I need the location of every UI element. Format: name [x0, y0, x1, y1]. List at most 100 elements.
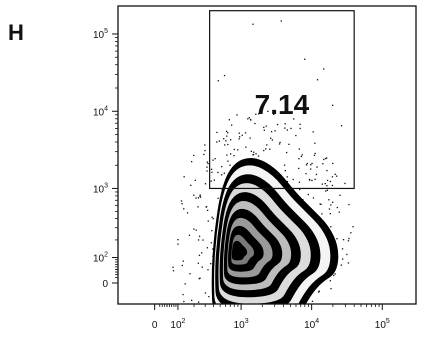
event-dot [330, 204, 332, 206]
event-dot [298, 167, 300, 170]
event-dot [322, 163, 324, 165]
event-dot [298, 148, 300, 150]
event-dot [295, 134, 297, 137]
event-dot [182, 293, 184, 296]
event-dot [227, 160, 229, 162]
event-dot [218, 140, 220, 142]
event-dot [316, 79, 319, 81]
event-dot [198, 278, 200, 280]
event-dot [233, 155, 235, 157]
event-dot [314, 178, 316, 180]
event-dot [304, 58, 306, 60]
event-dot [290, 127, 292, 130]
event-dot [336, 238, 338, 240]
event-dot [332, 162, 334, 165]
event-dot [270, 131, 273, 133]
event-dot [214, 158, 216, 160]
event-dot [348, 237, 350, 240]
event-dot [241, 134, 243, 136]
event-dot [284, 123, 286, 125]
event-dot [193, 228, 195, 230]
event-dot [263, 149, 265, 152]
event-dot [293, 118, 295, 120]
event-dot [263, 126, 265, 129]
event-dot [314, 142, 316, 144]
event-dot [266, 144, 268, 146]
event-dot [177, 239, 179, 241]
event-dot [298, 102, 300, 104]
gate: 7.14 [209, 10, 355, 190]
event-dot [217, 171, 219, 174]
event-dot [208, 296, 210, 298]
event-dot [244, 132, 247, 134]
event-dot [221, 174, 223, 176]
event-dot [216, 141, 218, 143]
event-dot [211, 230, 213, 232]
event-dot [193, 154, 195, 157]
event-dot [216, 131, 218, 134]
event-dot [312, 197, 315, 199]
event-dot [344, 182, 346, 185]
event-dot [299, 127, 301, 130]
event-dot [210, 242, 212, 244]
event-dot [238, 132, 240, 134]
event-dot [199, 195, 201, 197]
event-dot [305, 164, 308, 166]
event-dot [182, 260, 184, 262]
event-dot [331, 184, 334, 187]
event-dot [204, 183, 207, 185]
event-dot [339, 194, 341, 196]
event-dot [316, 166, 318, 168]
event-dot [197, 262, 199, 264]
event-dot [226, 154, 228, 156]
event-dot [333, 274, 335, 277]
event-dot [336, 206, 338, 209]
event-dot [227, 132, 229, 134]
y-tick-label: 104 [93, 105, 108, 118]
event-dot [180, 200, 183, 202]
event-dot [336, 175, 338, 177]
event-dot [331, 176, 334, 178]
event-dot [274, 130, 276, 132]
event-dot [319, 203, 321, 205]
event-dot [183, 300, 185, 303]
event-dot [245, 146, 247, 148]
event-dot [193, 194, 195, 196]
density-contour-band [231, 240, 248, 261]
event-dot [230, 139, 232, 141]
event-dot [198, 235, 201, 237]
event-dot [348, 203, 350, 206]
panel-label: H [8, 20, 24, 45]
event-dot [326, 185, 328, 187]
event-dot [207, 209, 209, 211]
event-dot [194, 179, 196, 181]
event-dot [181, 264, 183, 267]
event-dot [225, 130, 228, 132]
event-dot [233, 148, 235, 151]
event-dot [306, 162, 308, 165]
event-dot [330, 288, 332, 290]
event-dot [311, 179, 313, 182]
event-dot [329, 280, 331, 282]
event-dot [213, 179, 215, 181]
event-dot [229, 164, 231, 166]
gate-rectangle [209, 10, 355, 190]
event-dot [195, 229, 197, 231]
event-dot [253, 151, 255, 153]
x-tick-label: 104 [304, 318, 319, 331]
event-dot [223, 74, 226, 77]
event-dot [189, 273, 191, 275]
event-dot [258, 113, 260, 115]
event-dot [199, 277, 201, 279]
event-dot [332, 201, 334, 203]
event-dot [206, 247, 208, 249]
event-dot [252, 23, 254, 25]
event-dot [236, 114, 238, 116]
event-dot [204, 149, 206, 152]
event-dot [284, 170, 286, 172]
event-dot [286, 176, 288, 178]
x-tick-label: 0 [152, 320, 158, 331]
x-tick-label: 103 [234, 318, 249, 331]
event-dot [292, 178, 294, 181]
